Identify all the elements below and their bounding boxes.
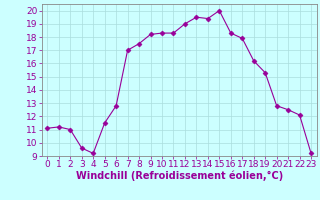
X-axis label: Windchill (Refroidissement éolien,°C): Windchill (Refroidissement éolien,°C) <box>76 171 283 181</box>
